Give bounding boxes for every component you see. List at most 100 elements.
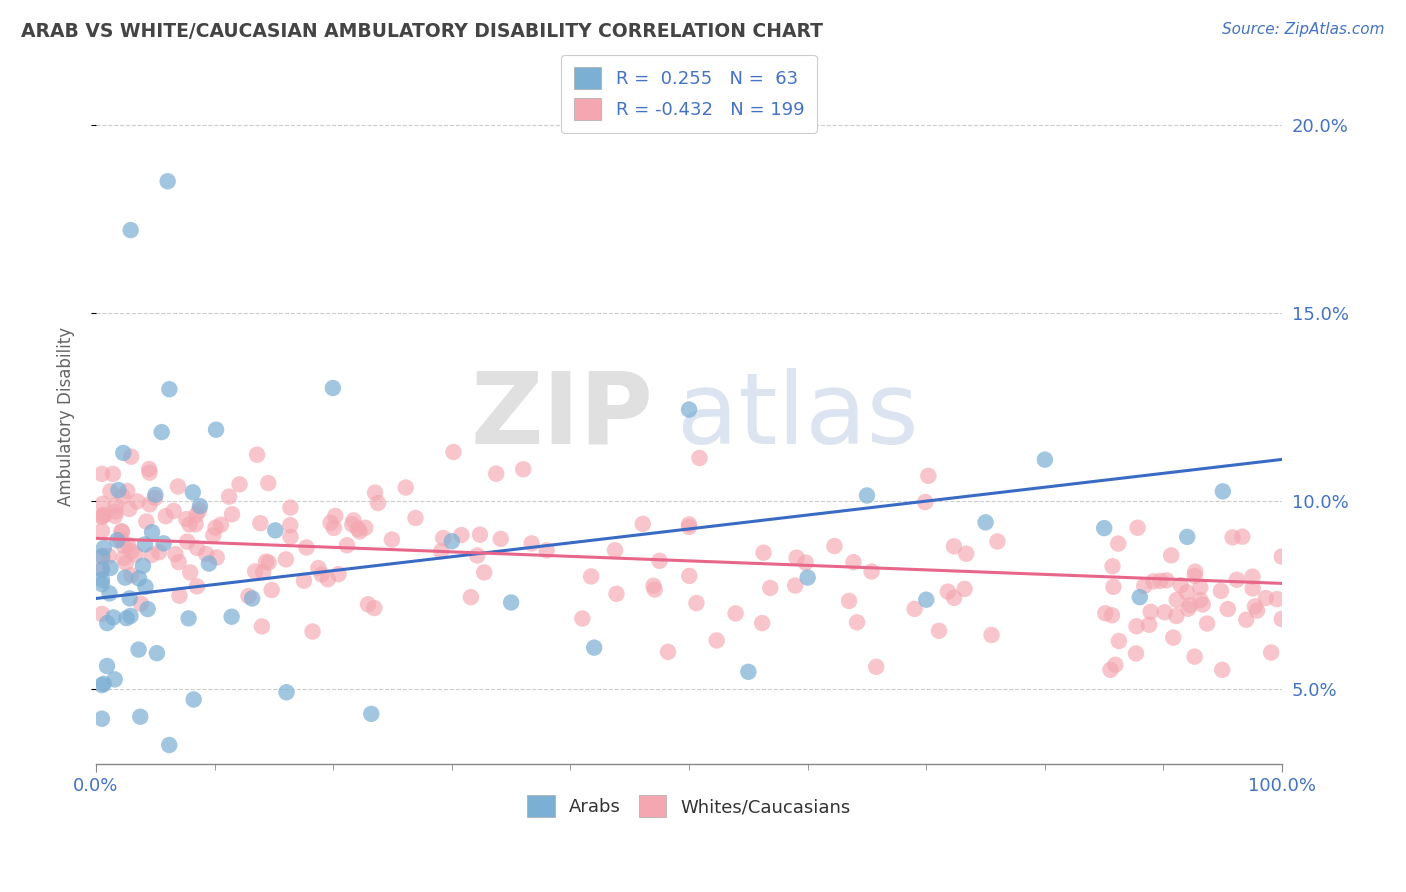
Point (91, 573, 114, 587)
Point (860, 565, 883, 579)
Point (794, 556, 817, 570)
Point (1184, 569, 1206, 583)
Point (1099, 663, 1122, 677)
Point (165, 547, 187, 561)
Point (276, 685, 298, 699)
Point (146, 646, 169, 660)
Point (689, 450, 711, 465)
Point (138, 462, 160, 476)
Point (218, 490, 240, 504)
Y-axis label: Ambulatory Disability: Ambulatory Disability (58, 326, 75, 506)
Point (1033, 452, 1056, 467)
Point (311, 567, 333, 582)
Point (150, 425, 173, 439)
Point (186, 508, 208, 522)
Point (865, 660, 887, 674)
Point (1244, 599, 1267, 614)
Point (460, 590, 482, 604)
Point (198, 557, 221, 571)
Point (205, 423, 228, 437)
Point (1102, 580, 1125, 594)
Point (1271, 549, 1294, 564)
Point (603, 543, 626, 558)
Point (240, 591, 263, 606)
Point (250, 619, 273, 633)
Point (120, 608, 142, 623)
Point (1189, 581, 1212, 595)
Point (904, 602, 927, 616)
Point (838, 594, 860, 608)
Point (489, 532, 512, 546)
Point (322, 521, 344, 535)
Point (1175, 530, 1198, 544)
Point (97, 549, 120, 563)
Point (955, 547, 977, 561)
Point (128, 642, 150, 657)
Point (1191, 598, 1213, 612)
Point (1211, 663, 1233, 677)
Point (1166, 593, 1188, 607)
Point (205, 550, 228, 565)
Point (1189, 593, 1212, 607)
Point (678, 520, 700, 534)
Point (678, 402, 700, 417)
Point (104, 673, 127, 687)
Point (135, 515, 157, 529)
Point (120, 544, 142, 558)
Point (1177, 601, 1199, 615)
Point (440, 534, 463, 549)
Point (280, 530, 302, 544)
Point (1271, 612, 1294, 626)
Point (536, 543, 558, 558)
Point (953, 582, 976, 596)
Point (1184, 565, 1206, 579)
Point (856, 488, 879, 502)
Point (1133, 579, 1156, 593)
Point (238, 589, 260, 603)
Point (1241, 569, 1264, 583)
Point (91, 577, 114, 591)
Point (134, 580, 156, 594)
Point (1125, 619, 1147, 633)
Point (221, 609, 243, 624)
Point (1246, 603, 1268, 617)
Point (631, 516, 654, 531)
Point (120, 568, 142, 582)
Point (252, 566, 274, 580)
Point (343, 513, 366, 527)
Point (751, 616, 773, 631)
Point (1139, 605, 1161, 619)
Point (112, 446, 135, 460)
Point (706, 633, 728, 648)
Point (336, 538, 359, 552)
Point (349, 524, 371, 539)
Point (485, 467, 508, 481)
Point (157, 382, 180, 396)
Point (91, 497, 114, 511)
Point (91, 607, 114, 621)
Point (110, 533, 132, 547)
Point (138, 466, 160, 480)
Point (319, 516, 342, 530)
Point (91, 549, 114, 564)
Text: ARAB VS WHITE/CAUCASIAN AMBULATORY DISABILITY CORRELATION CHART: ARAB VS WHITE/CAUCASIAN AMBULATORY DISAB… (21, 22, 823, 41)
Point (942, 539, 965, 553)
Point (1184, 649, 1206, 664)
Point (188, 503, 211, 517)
Point (395, 481, 418, 495)
Point (1197, 616, 1219, 631)
Point (917, 468, 939, 483)
Point (1101, 559, 1123, 574)
Point (1254, 591, 1277, 605)
Point (104, 499, 127, 513)
Point (759, 581, 782, 595)
Point (91, 510, 114, 524)
Point (188, 499, 211, 513)
Point (579, 569, 602, 583)
Point (986, 534, 1008, 549)
Point (111, 524, 134, 539)
Point (98, 586, 121, 600)
Point (120, 450, 142, 464)
Point (367, 496, 389, 510)
Point (152, 536, 174, 550)
